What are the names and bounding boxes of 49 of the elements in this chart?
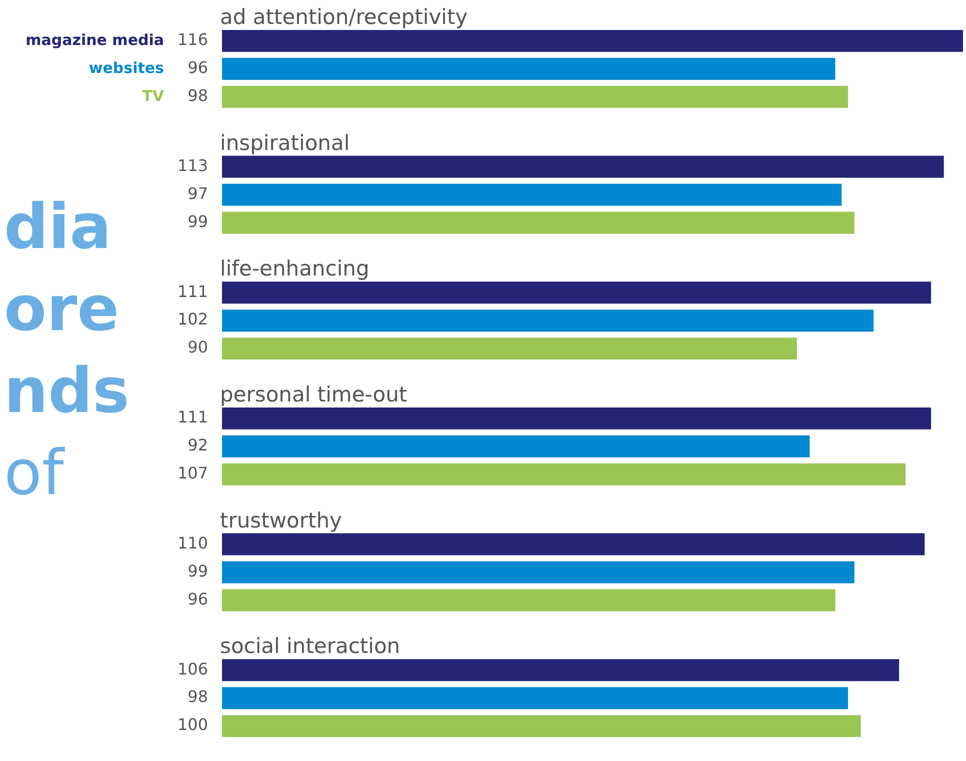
text: of [4, 436, 66, 509]
bar [222, 435, 810, 458]
y-tick-label: ad attention/receptivity [220, 4, 468, 29]
bar [222, 533, 925, 556]
y-tick-label: trustworthy [220, 508, 342, 532]
bar [222, 715, 861, 738]
bar [222, 659, 900, 682]
y-tick-label: personal time-out [220, 382, 408, 406]
data-label: 110 [177, 533, 208, 552]
data-label: 106 [177, 659, 208, 678]
text: TV [142, 86, 164, 105]
data-label: 98 [188, 687, 208, 706]
bar [222, 30, 963, 52]
bar [222, 463, 906, 486]
data-label: 100 [177, 715, 208, 734]
bar [222, 589, 836, 612]
bar [222, 338, 797, 360]
data-label: 98 [188, 86, 208, 106]
bar [222, 58, 836, 80]
bar [222, 86, 848, 108]
data-label: 116 [177, 30, 208, 50]
bar [222, 407, 932, 430]
data-label: 111 [177, 282, 208, 301]
text: nds [4, 354, 130, 427]
text: dia [4, 190, 112, 263]
bar [222, 184, 842, 206]
bar [222, 282, 932, 304]
data-label: 99 [188, 561, 208, 580]
data-label: 92 [188, 436, 208, 455]
data-label: 111 [177, 408, 208, 427]
data-label: 97 [188, 184, 208, 203]
bar [222, 212, 854, 234]
y-tick-label: life-enhancing [220, 256, 370, 281]
bar [222, 310, 874, 332]
text: magazine media [26, 30, 164, 49]
bar [222, 561, 854, 584]
data-label: 96 [188, 589, 208, 608]
data-label: 99 [188, 212, 208, 231]
data-label: 102 [177, 310, 208, 329]
y-tick-label: inspirational [220, 130, 350, 155]
data-label: 107 [177, 464, 208, 483]
bar [222, 687, 848, 710]
y-tick-label: social interaction [220, 634, 400, 658]
data-label: 90 [188, 338, 208, 357]
text: ore [4, 272, 120, 345]
text: websites [88, 58, 164, 77]
data-label: 96 [188, 58, 208, 78]
bar [222, 156, 944, 178]
data-label: 113 [177, 156, 208, 175]
